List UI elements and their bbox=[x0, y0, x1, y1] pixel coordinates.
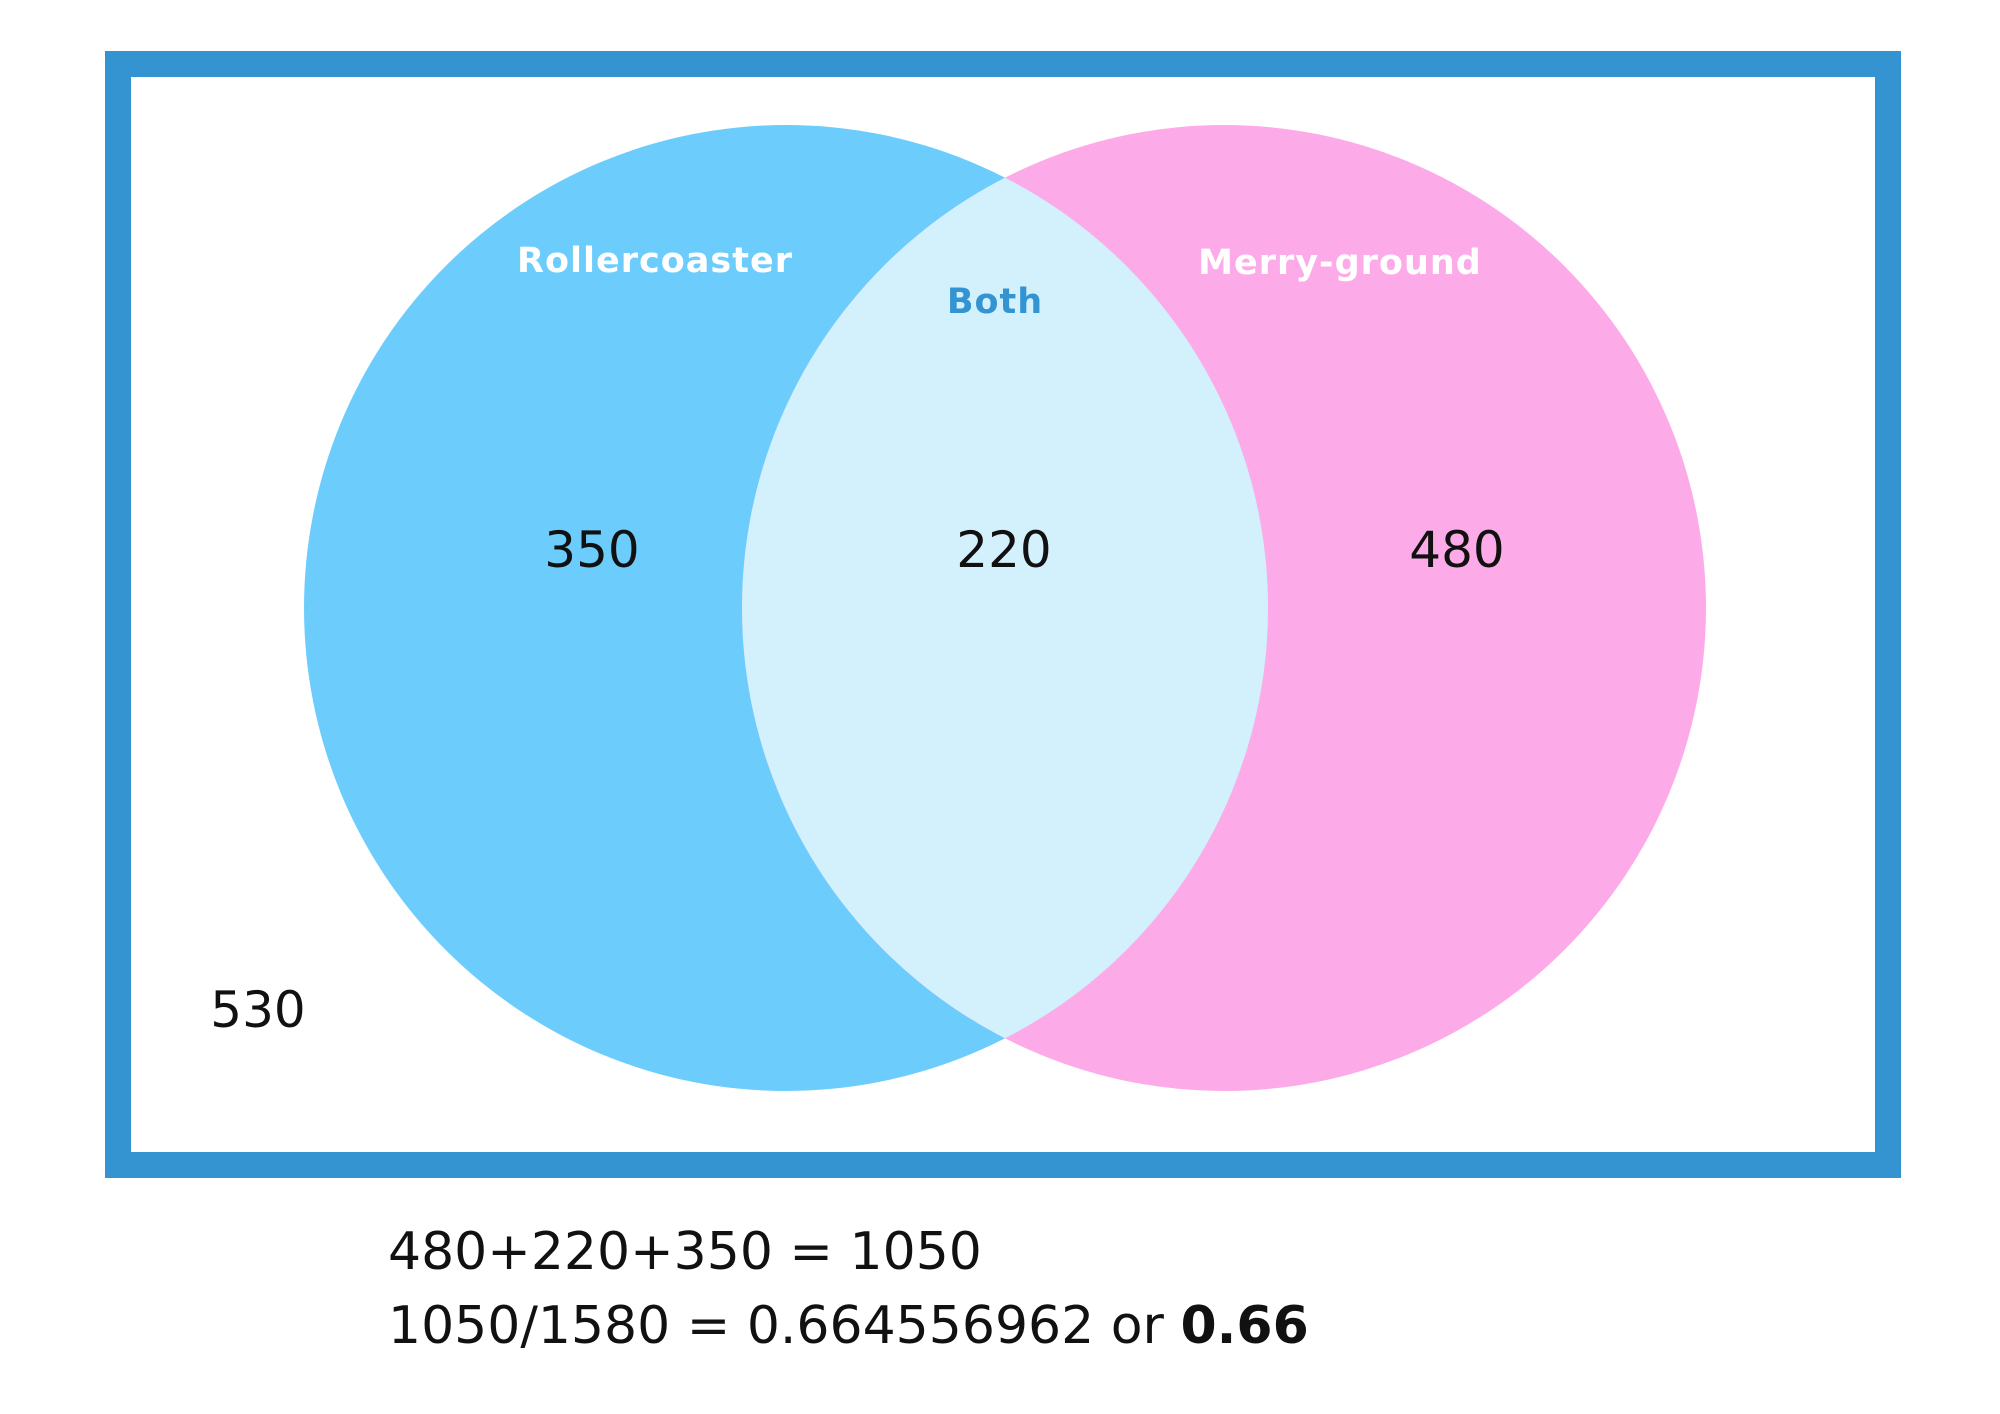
merry-ground-only-value: 480 bbox=[1409, 521, 1504, 579]
intersection-region bbox=[742, 125, 1268, 1091]
rollercoaster-only-value: 350 bbox=[544, 521, 639, 579]
both-label: Both bbox=[947, 282, 1043, 322]
calculation-block: 480+220+350 = 1050 1050/1580 = 0.6645569… bbox=[388, 1215, 1309, 1363]
outside-value: 530 bbox=[210, 981, 305, 1039]
calculation-line-1: 480+220+350 = 1050 bbox=[388, 1222, 982, 1282]
universe-frame bbox=[105, 51, 1901, 1178]
calculation-result: 0.66 bbox=[1180, 1296, 1309, 1356]
calculation-line-2-text: 1050/1580 = 0.664556962 or bbox=[388, 1296, 1181, 1356]
merry-ground-label: Merry-ground bbox=[1198, 243, 1482, 283]
both-value: 220 bbox=[956, 521, 1051, 579]
calculation-line-2: 1050/1580 = 0.664556962 or 0.66 bbox=[388, 1289, 1309, 1363]
rollercoaster-label: Rollercoaster bbox=[517, 241, 793, 281]
